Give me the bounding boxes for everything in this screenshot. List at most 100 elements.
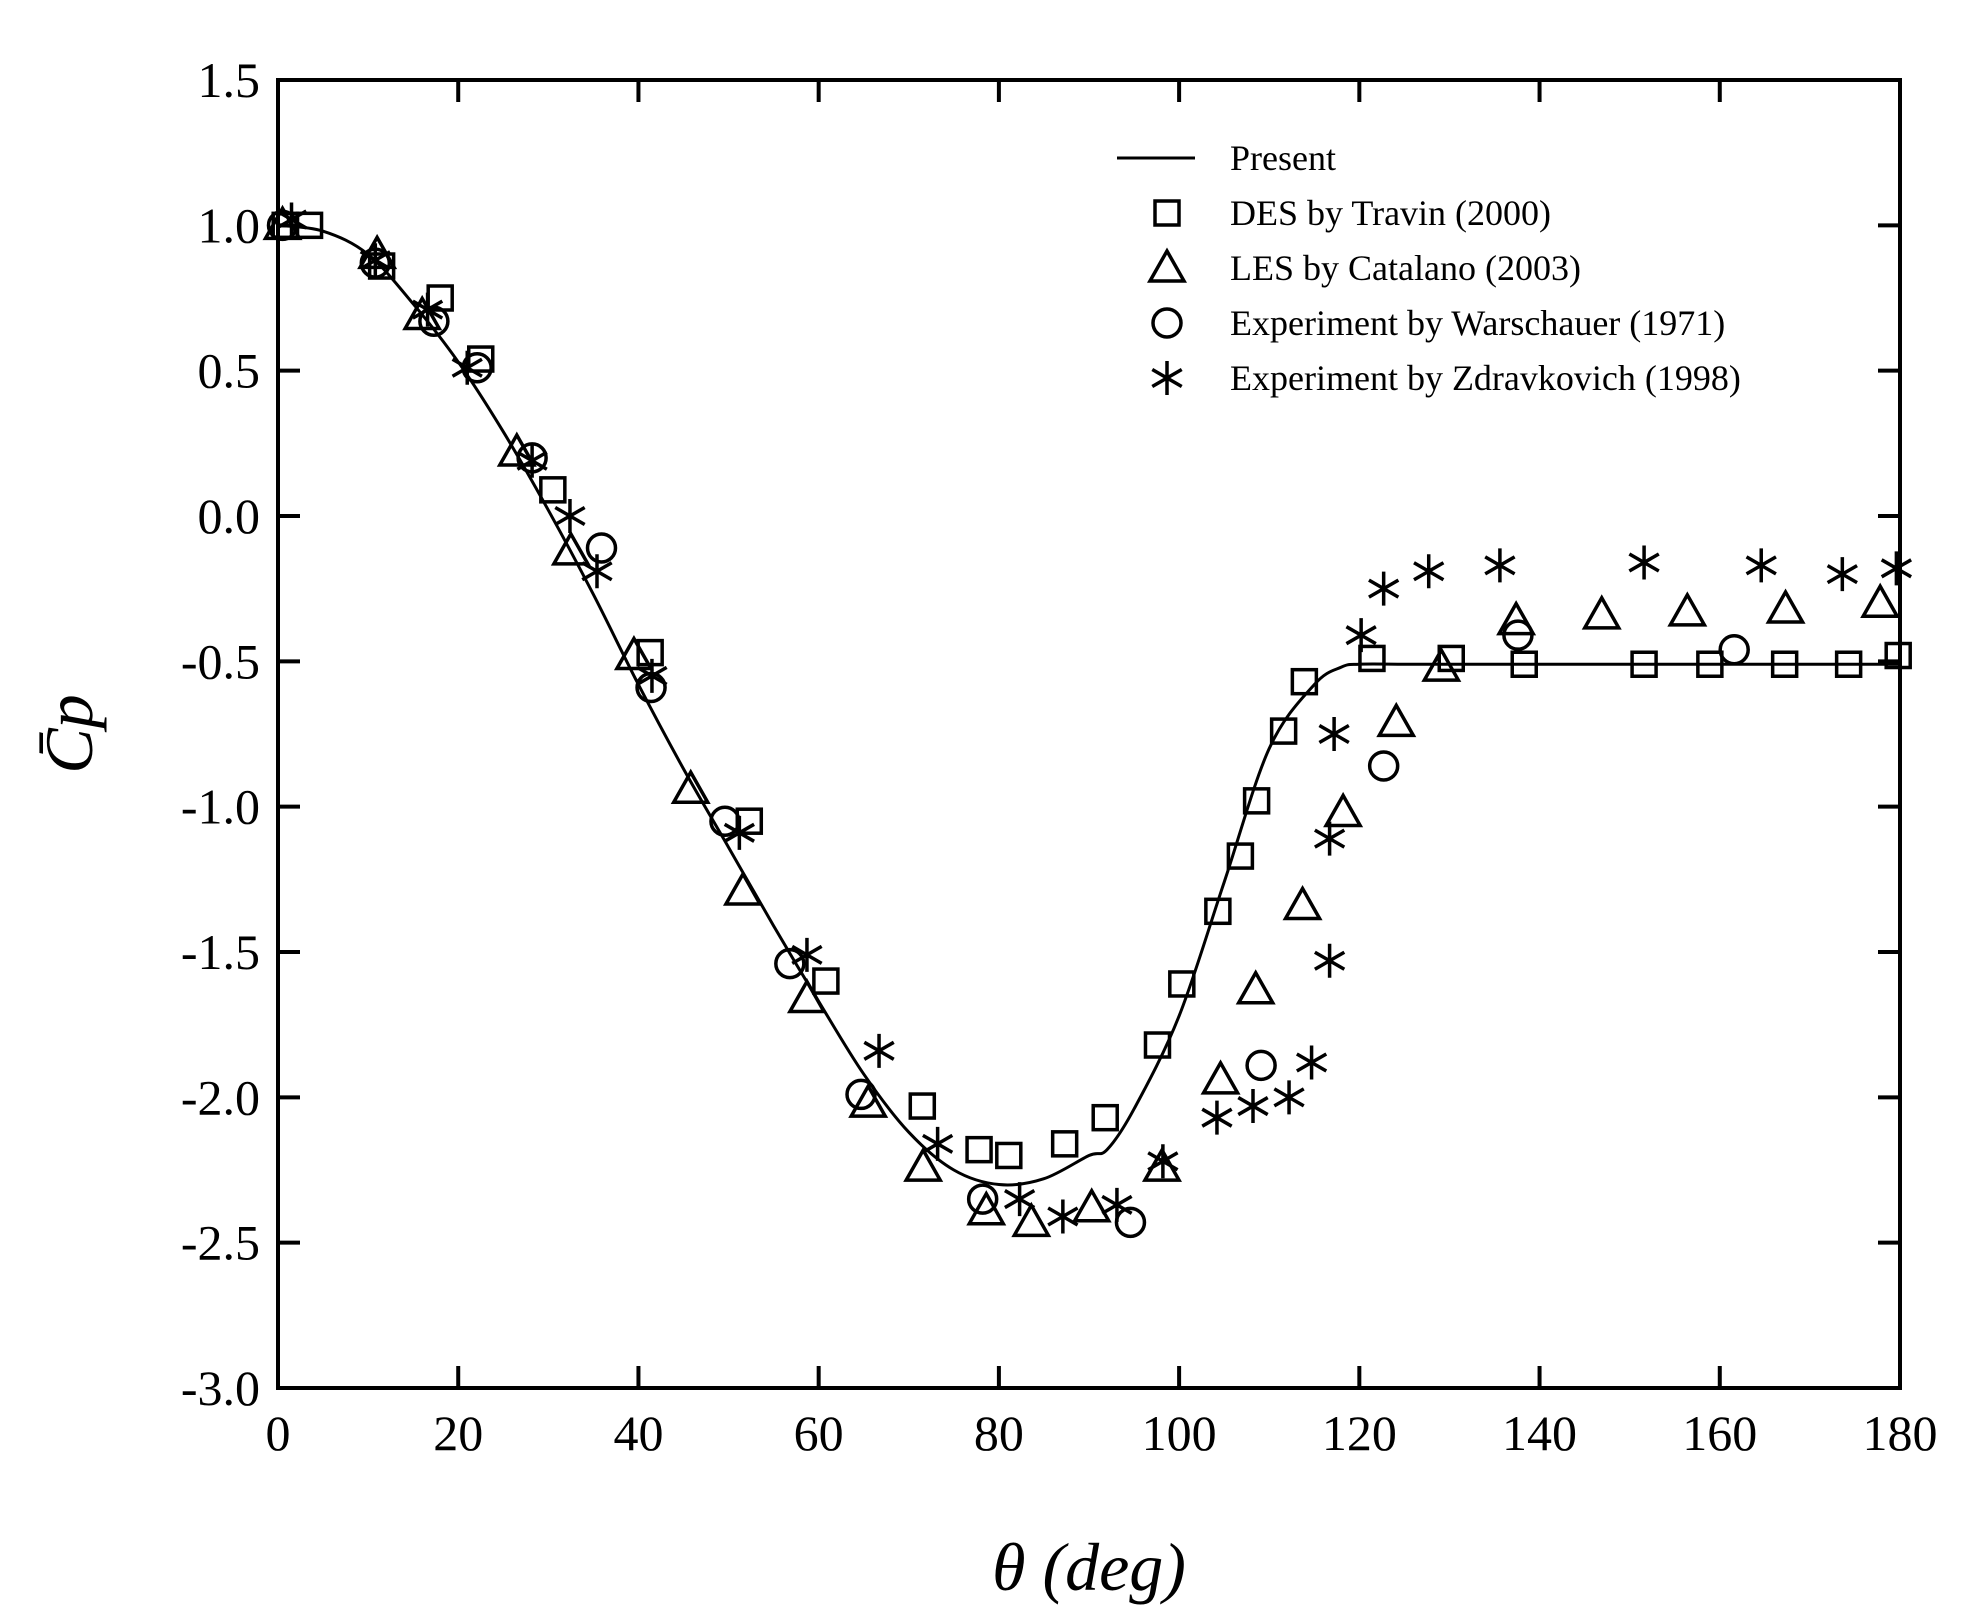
data-point-asterisk	[1826, 557, 1858, 592]
data-point-asterisk	[1047, 1199, 1079, 1234]
data-point-asterisk	[1313, 943, 1346, 978]
data-point-triangle	[496, 431, 537, 467]
y-tick-label: -1.5	[181, 924, 260, 980]
data-point-asterisk	[359, 243, 391, 278]
data-point-triangle	[670, 768, 711, 804]
data-point-triangle	[1765, 588, 1806, 624]
data-point-triangle	[1323, 791, 1364, 828]
legend-item: Present	[1117, 138, 1336, 178]
x-tick-label: 120	[1322, 1405, 1397, 1461]
plot-area	[262, 202, 1912, 1239]
data-point-triangle	[1376, 701, 1417, 738]
y-tick-label: -2.5	[181, 1215, 260, 1271]
x-tick-label: 20	[433, 1405, 483, 1461]
x-tick-label: 60	[794, 1405, 844, 1461]
data-point-triangle	[1071, 1187, 1112, 1223]
data-point-asterisk	[1273, 1080, 1305, 1115]
data-point-asterisk	[275, 202, 308, 237]
data-point-square	[1226, 842, 1255, 870]
data-point-square	[1143, 1031, 1172, 1059]
tick-labels: 0 20 40 60 80 100 120 140 160 180 1.5 1.0 0.5 0.0 -0.5…	[181, 52, 1938, 1461]
data-point-triangle	[1581, 594, 1622, 630]
data-point-asterisk	[1004, 1182, 1036, 1217]
y-tick-label: 0.5	[198, 343, 261, 399]
legend-label: Experiment by Warschauer (1971)	[1230, 303, 1725, 343]
x-axis-title: θ (deg)	[992, 1529, 1186, 1605]
y-tick-label: -0.5	[181, 633, 260, 689]
data-point-square	[1290, 667, 1319, 696]
data-point-square	[995, 1141, 1023, 1170]
data-point-asterisk	[554, 499, 586, 533]
y-tick-label: 1.0	[198, 197, 261, 253]
data-point-asterisk	[791, 937, 823, 972]
data-point-asterisk	[451, 350, 483, 385]
legend-item: LES by Catalano (2003)	[1146, 247, 1581, 288]
data-point-asterisk	[1237, 1089, 1269, 1124]
data-point-square	[1510, 650, 1538, 678]
data-point-circle	[1245, 1049, 1277, 1082]
data-point-asterisk	[1745, 548, 1777, 583]
data-point-triangle	[903, 1146, 944, 1182]
y-tick-label: -3.0	[181, 1360, 260, 1416]
data-point-square	[1696, 650, 1724, 678]
legend-label: Present	[1230, 138, 1336, 178]
data-point-triangle	[1667, 591, 1708, 627]
data-point-triangle	[786, 977, 827, 1014]
data-point-circle	[266, 209, 299, 242]
data-point-asterisk	[1313, 821, 1346, 856]
data-point-circle	[1367, 750, 1400, 782]
data-point-asterisk	[922, 1126, 954, 1161]
data-point-circle	[845, 1078, 877, 1111]
data-point-triangle	[1282, 884, 1323, 921]
data-point-circle	[966, 1183, 999, 1215]
legend-label: Experiment by Zdravkovich (1998)	[1230, 358, 1741, 398]
data-point-square	[1050, 1130, 1079, 1158]
y-tick-label: 1.5	[198, 52, 261, 108]
legend-label: DES by Travin (2000)	[1230, 193, 1551, 233]
plot-frame	[276, 78, 1902, 1390]
data-point-square	[1242, 787, 1271, 815]
data-point-square	[812, 967, 840, 995]
legend-item: DES by Travin (2000)	[1153, 193, 1551, 233]
data-point-triangle	[1860, 582, 1901, 618]
legend: Present DES by Travin (2000) LES by Catala…	[1117, 138, 1741, 398]
data-point-square	[1770, 650, 1799, 678]
x-tick-label: 180	[1863, 1405, 1938, 1461]
data-point-square	[539, 476, 567, 504]
data-point-asterisk	[863, 1033, 895, 1068]
y-axis-title: C̄p	[31, 694, 107, 773]
legend-swatch-square	[1153, 199, 1181, 227]
legend-swatch-triangle	[1146, 247, 1188, 283]
data-point-asterisk	[1147, 1144, 1179, 1179]
data-point-circle	[585, 532, 618, 564]
data-point-square	[965, 1135, 993, 1164]
legend-item: Experiment by Zdravkovich (1998)	[1151, 358, 1741, 398]
data-point-triangle	[848, 1082, 889, 1118]
x-tick-label: 0	[266, 1405, 291, 1461]
series-triangle	[262, 204, 1901, 1238]
data-point-asterisk	[516, 443, 548, 478]
data-point-asterisk	[723, 815, 755, 850]
data-point-square	[1168, 970, 1196, 998]
data-point-circle	[461, 352, 493, 384]
data-point-triangle	[1421, 646, 1462, 682]
data-point-triangle	[613, 634, 654, 671]
data-point-asterisk	[1413, 554, 1445, 589]
x-tick-label: 100	[1142, 1405, 1217, 1461]
y-tick-label: -2.0	[181, 1069, 260, 1125]
data-point-triangle	[1200, 1059, 1241, 1095]
data-point-triangle	[1235, 969, 1276, 1005]
data-point-circle	[1718, 633, 1750, 666]
data-point-triangle	[722, 870, 763, 906]
data-point-asterisk	[1628, 545, 1660, 580]
data-point-asterisk	[1318, 717, 1350, 751]
data-point-circle	[774, 947, 806, 980]
data-point-asterisk	[581, 554, 613, 589]
legend-label: LES by Catalano (2003)	[1230, 248, 1581, 288]
data-point-square	[1834, 650, 1863, 678]
x-tick-label: 80	[974, 1405, 1024, 1461]
legend-item: Experiment by Warschauer (1971)	[1151, 303, 1725, 343]
data-point-square	[1358, 644, 1386, 673]
data-point-asterisk	[1880, 551, 1912, 586]
data-point-asterisk	[1484, 548, 1516, 583]
